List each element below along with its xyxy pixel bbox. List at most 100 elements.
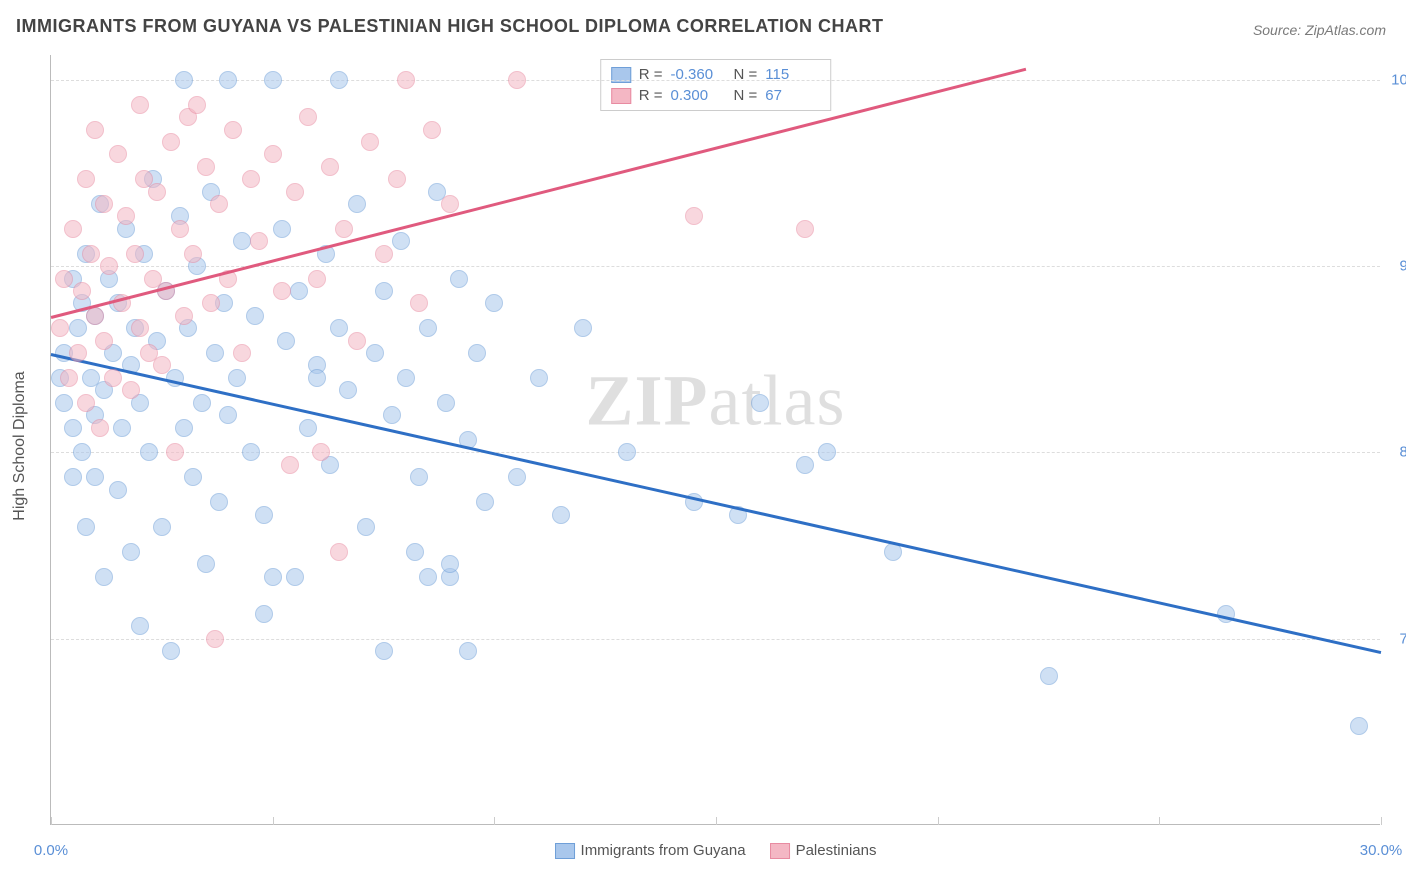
legend: Immigrants from Guyana Palestinians	[555, 842, 877, 859]
data-point	[64, 419, 82, 437]
data-point	[441, 555, 459, 573]
data-point	[166, 443, 184, 461]
data-point	[148, 183, 166, 201]
swatch-palestinians	[770, 843, 790, 859]
data-point	[485, 294, 503, 312]
data-point	[206, 344, 224, 362]
data-point	[476, 493, 494, 511]
swatch-palestinians	[611, 88, 631, 104]
data-point	[197, 555, 215, 573]
data-point	[86, 468, 104, 486]
data-point	[264, 568, 282, 586]
data-point	[140, 443, 158, 461]
data-point	[366, 344, 384, 362]
x-tick	[1381, 817, 1382, 825]
data-point	[410, 468, 428, 486]
data-point	[375, 245, 393, 263]
data-point	[308, 369, 326, 387]
data-point	[388, 170, 406, 188]
data-point	[618, 443, 636, 461]
data-point	[459, 642, 477, 660]
data-point	[109, 145, 127, 163]
swatch-guyana	[555, 843, 575, 859]
data-point	[233, 344, 251, 362]
data-point	[335, 220, 353, 238]
data-point	[175, 71, 193, 89]
data-point	[113, 419, 131, 437]
x-tick	[51, 817, 52, 825]
data-point	[206, 630, 224, 648]
data-point	[348, 332, 366, 350]
data-point	[228, 369, 246, 387]
x-tick	[716, 817, 717, 825]
data-point	[126, 245, 144, 263]
data-point	[299, 108, 317, 126]
gridline-h	[51, 80, 1380, 81]
data-point	[77, 170, 95, 188]
data-point	[77, 394, 95, 412]
data-point	[277, 332, 295, 350]
y-tick-label: 92.5%	[1382, 258, 1406, 275]
data-point	[308, 270, 326, 288]
data-point	[64, 468, 82, 486]
data-point	[51, 319, 69, 337]
stats-row-palestinians: R = 0.300 N = 67	[611, 85, 821, 106]
data-point	[796, 220, 814, 238]
data-point	[175, 419, 193, 437]
legend-item-palestinians: Palestinians	[770, 842, 877, 859]
data-point	[419, 568, 437, 586]
data-point	[450, 270, 468, 288]
legend-item-guyana: Immigrants from Guyana	[555, 842, 746, 859]
data-point	[95, 195, 113, 213]
data-point	[468, 344, 486, 362]
data-point	[82, 245, 100, 263]
data-point	[348, 195, 366, 213]
chart-title: IMMIGRANTS FROM GUYANA VS PALESTINIAN HI…	[16, 16, 884, 37]
data-point	[441, 195, 459, 213]
data-point	[273, 220, 291, 238]
data-point	[330, 71, 348, 89]
y-tick-label: 85.0%	[1382, 444, 1406, 461]
data-point	[423, 121, 441, 139]
data-point	[171, 220, 189, 238]
data-point	[210, 195, 228, 213]
data-point	[330, 319, 348, 337]
data-point	[410, 294, 428, 312]
data-point	[357, 518, 375, 536]
data-point	[552, 506, 570, 524]
data-point	[286, 183, 304, 201]
correlation-stats-box: R = -0.360 N = 115 R = 0.300 N = 67	[600, 59, 832, 111]
data-point	[361, 133, 379, 151]
data-point	[330, 543, 348, 561]
n-label: N =	[734, 87, 758, 104]
data-point	[69, 344, 87, 362]
data-point	[255, 605, 273, 623]
x-tick	[494, 817, 495, 825]
data-point	[392, 232, 410, 250]
data-point	[210, 493, 228, 511]
gridline-h	[51, 639, 1380, 640]
trend-line	[51, 353, 1382, 654]
x-tick	[273, 817, 274, 825]
y-tick-label: 100.0%	[1382, 71, 1406, 88]
data-point	[242, 170, 260, 188]
data-point	[131, 617, 149, 635]
data-point	[406, 543, 424, 561]
data-point	[131, 319, 149, 337]
x-tick-label: 0.0%	[34, 842, 68, 859]
data-point	[153, 356, 171, 374]
x-tick-label: 30.0%	[1360, 842, 1403, 859]
x-tick	[1159, 817, 1160, 825]
watermark: ZIPatlas	[586, 360, 846, 443]
data-point	[73, 443, 91, 461]
legend-label: Palestinians	[796, 842, 877, 859]
data-point	[197, 158, 215, 176]
data-point	[104, 369, 122, 387]
data-point	[312, 443, 330, 461]
data-point	[117, 207, 135, 225]
data-point	[184, 468, 202, 486]
data-point	[162, 642, 180, 660]
data-point	[250, 232, 268, 250]
data-point	[281, 456, 299, 474]
data-point	[255, 506, 273, 524]
